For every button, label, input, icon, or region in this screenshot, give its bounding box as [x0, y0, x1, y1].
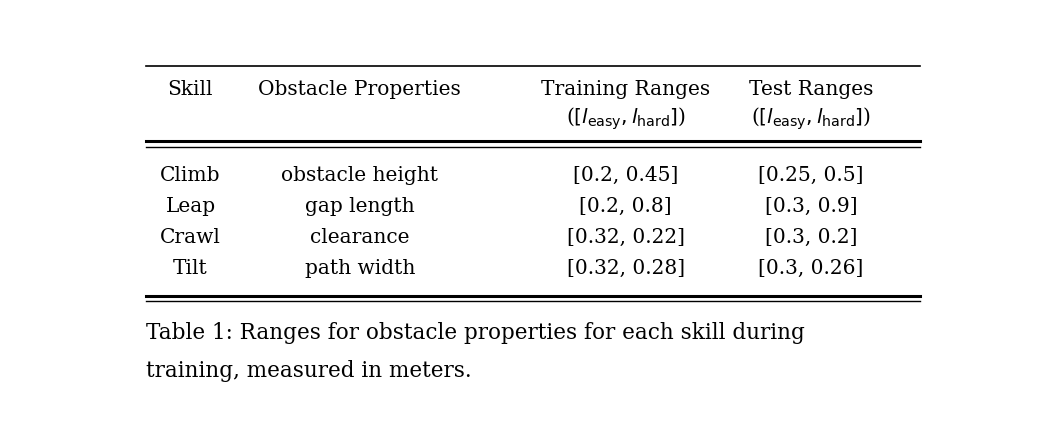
Text: ($[l_{\rm easy}, l_{\rm hard}]$): ($[l_{\rm easy}, l_{\rm hard}]$): [751, 106, 870, 132]
Text: [0.32, 0.28]: [0.32, 0.28]: [567, 259, 684, 278]
Text: [0.25, 0.5]: [0.25, 0.5]: [758, 166, 864, 185]
Text: Tilt: Tilt: [173, 259, 208, 278]
Text: Table 1: Ranges for obstacle properties for each skill during: Table 1: Ranges for obstacle properties …: [146, 322, 805, 344]
Text: gap length: gap length: [305, 197, 415, 216]
Text: path width: path width: [305, 259, 415, 278]
Text: clearance: clearance: [310, 228, 410, 247]
Text: [0.32, 0.22]: [0.32, 0.22]: [567, 228, 684, 247]
Text: Crawl: Crawl: [160, 228, 220, 247]
Text: [0.3, 0.2]: [0.3, 0.2]: [764, 228, 857, 247]
Text: [0.2, 0.8]: [0.2, 0.8]: [579, 197, 672, 216]
Text: training, measured in meters.: training, measured in meters.: [146, 360, 472, 382]
Text: Leap: Leap: [165, 197, 215, 216]
Text: [0.3, 0.9]: [0.3, 0.9]: [764, 197, 857, 216]
Text: Test Ranges: Test Ranges: [749, 80, 874, 99]
Text: obstacle height: obstacle height: [281, 166, 438, 185]
Text: Skill: Skill: [167, 80, 213, 99]
Text: Climb: Climb: [160, 166, 220, 185]
Text: [0.2, 0.45]: [0.2, 0.45]: [573, 166, 678, 185]
Text: Training Ranges: Training Ranges: [541, 80, 710, 99]
Text: Obstacle Properties: Obstacle Properties: [258, 80, 461, 99]
Text: ($[l_{\rm easy}, l_{\rm hard}]$): ($[l_{\rm easy}, l_{\rm hard}]$): [566, 106, 685, 132]
Text: [0.3, 0.26]: [0.3, 0.26]: [758, 259, 864, 278]
